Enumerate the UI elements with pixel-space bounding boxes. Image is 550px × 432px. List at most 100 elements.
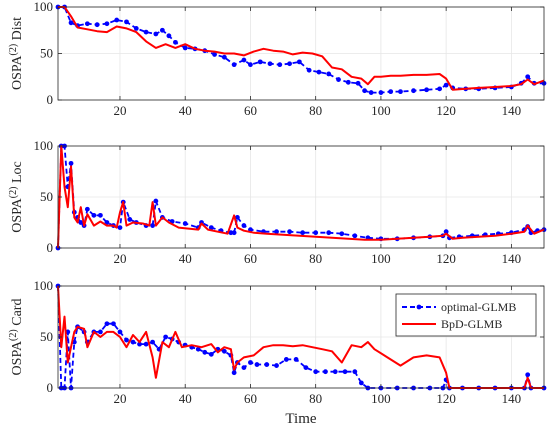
data-point [208,351,214,357]
data-point [117,225,123,231]
y-tick-label: 100 [34,278,54,293]
data-point [212,52,217,57]
data-point [130,339,136,345]
y-tick-label: 50 [40,46,53,61]
data-point [345,79,351,85]
data-point [163,334,169,340]
data-point [114,17,120,23]
data-point [111,321,116,327]
data-point [411,88,416,94]
y-tick-label: 50 [40,329,53,344]
panel-2: 20 40 60 80 100 120 140 0 50 100 OSPA(2) Loc [8,138,547,266]
data-point [287,229,292,235]
x-tick-label: 100 [371,251,391,266]
x-tick-label: 20 [113,391,126,406]
data-point [234,215,240,220]
x-tick-label: 80 [309,391,322,406]
x-tick-label: 20 [113,251,126,266]
data-point [296,59,302,65]
x-tick-label: 40 [179,391,192,406]
panel-3: 20 40 60 80 100 120 140 0 50 100 OSPA(2) Card Time o… [8,278,547,427]
data-point [388,89,394,95]
data-point [287,61,292,67]
series-line-2 [57,285,544,389]
series-line-1 [58,6,544,94]
data-point [443,229,449,235]
data-point [316,69,322,75]
data-point [355,80,361,86]
x-tick-label: 80 [309,251,322,266]
data-point [173,39,178,45]
data-point [221,348,227,354]
data-point [274,229,279,235]
data-point [264,362,270,367]
data-point [248,62,253,68]
x-tick-label: 120 [436,391,456,406]
x-tick-label: 140 [502,251,522,266]
legend-label: optimal-GLMB [441,300,516,314]
y-tick-label: 0 [47,240,54,255]
data-point [437,86,443,92]
data-point [362,88,368,94]
x-tick-label: 140 [502,103,522,118]
data-point [332,369,338,375]
data-point [303,365,309,370]
data-point [104,321,110,327]
data-point [153,198,159,204]
data-point [378,90,384,95]
data-point [525,372,531,378]
y-tick-label: 0 [47,380,54,395]
data-point [94,22,100,28]
legend-box [395,293,537,337]
data-point [313,230,319,236]
data-point [182,221,188,226]
data-point [241,57,247,63]
y-tick-label: 100 [34,138,54,153]
data-point [68,160,74,166]
data-point [257,59,263,65]
data-point [127,217,133,222]
data-point [117,329,123,335]
legend-label: BpD-GLMB [441,317,502,331]
data-point [166,33,172,39]
data-point [248,360,253,365]
data-point [231,370,237,376]
data-point [424,87,429,93]
data-point [143,29,149,35]
data-point [124,337,129,343]
data-point [221,54,227,60]
data-point [336,77,341,82]
data-point [202,349,208,355]
x-tick-label: 80 [309,103,322,118]
data-point [84,21,90,27]
data-point [98,212,103,218]
data-point [143,341,149,347]
data-point [68,20,74,26]
data-point [231,230,237,236]
x-tick-label: 40 [179,251,192,266]
data-point [277,62,283,68]
data-point [293,357,299,362]
y-tick-label: 0 [47,92,54,107]
data-point [352,369,358,375]
data-point [150,339,155,345]
data-point [313,369,319,375]
data-point [274,363,279,368]
data-point [358,380,364,386]
data-point [208,225,214,231]
data-point [137,341,142,347]
x-tick-label: 140 [502,391,522,406]
data-point [133,25,139,31]
x-axis-label: Time [285,411,316,427]
x-tick-label: 100 [371,391,391,406]
y-tick-label: 50 [40,189,53,204]
x-tick-label: 20 [113,103,126,118]
data-point [98,329,103,335]
data-point [443,82,449,88]
legend-marker [416,304,422,310]
data-point [182,45,188,51]
data-point [300,230,306,236]
y-axis-label: OSPA(2) Dist [8,17,26,90]
x-tick-label: 120 [436,103,456,118]
data-point [84,206,90,212]
